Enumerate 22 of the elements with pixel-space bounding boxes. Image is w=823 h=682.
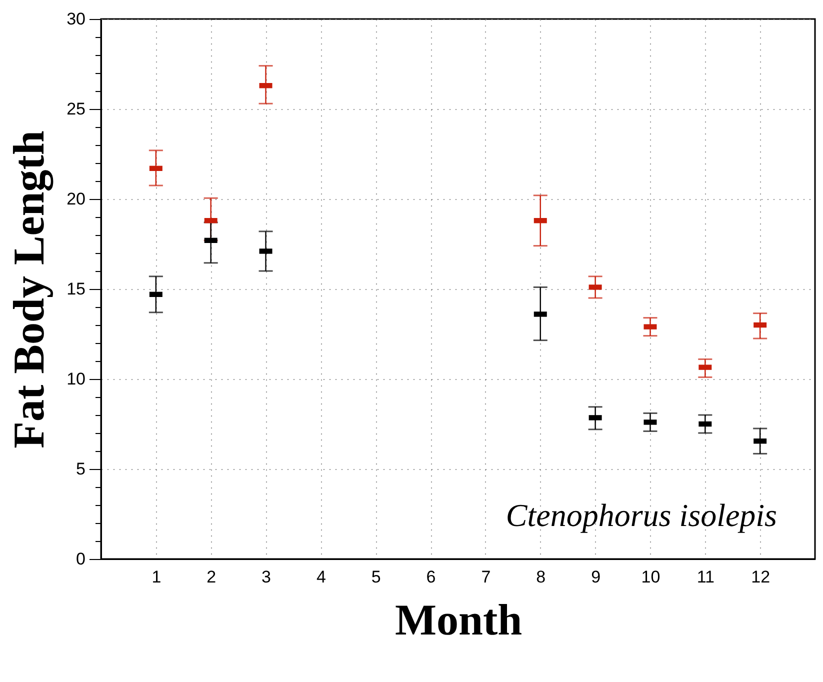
x-tick-label: 8 <box>536 568 546 586</box>
x-tick-label: 7 <box>481 568 491 586</box>
x-tick-label: 11 <box>696 568 714 586</box>
x-tick-label: 2 <box>206 568 216 586</box>
x-tick-label: 10 <box>641 568 660 586</box>
y-tick-label: 0 <box>76 550 86 568</box>
y-axis-title: Fat Body Length <box>4 130 54 448</box>
y-tick-label: 15 <box>66 280 86 298</box>
y-tick-label: 25 <box>66 100 86 118</box>
x-tick-label: 1 <box>152 568 162 586</box>
y-tick-label: 30 <box>66 10 86 28</box>
y-tick-label: 20 <box>66 190 86 208</box>
y-tick-label: 10 <box>66 370 86 388</box>
x-tick-label: 6 <box>426 568 436 586</box>
x-tick-label: 5 <box>371 568 381 586</box>
x-tick-label: 4 <box>316 568 326 586</box>
x-axis-title: Month <box>394 596 522 644</box>
x-tick-label: 3 <box>262 568 272 586</box>
annotation: Ctenophorus isolepis <box>506 497 777 533</box>
x-tick-label: 9 <box>591 568 601 586</box>
x-tick-label: 12 <box>751 568 770 586</box>
y-tick-label: 5 <box>76 460 86 478</box>
